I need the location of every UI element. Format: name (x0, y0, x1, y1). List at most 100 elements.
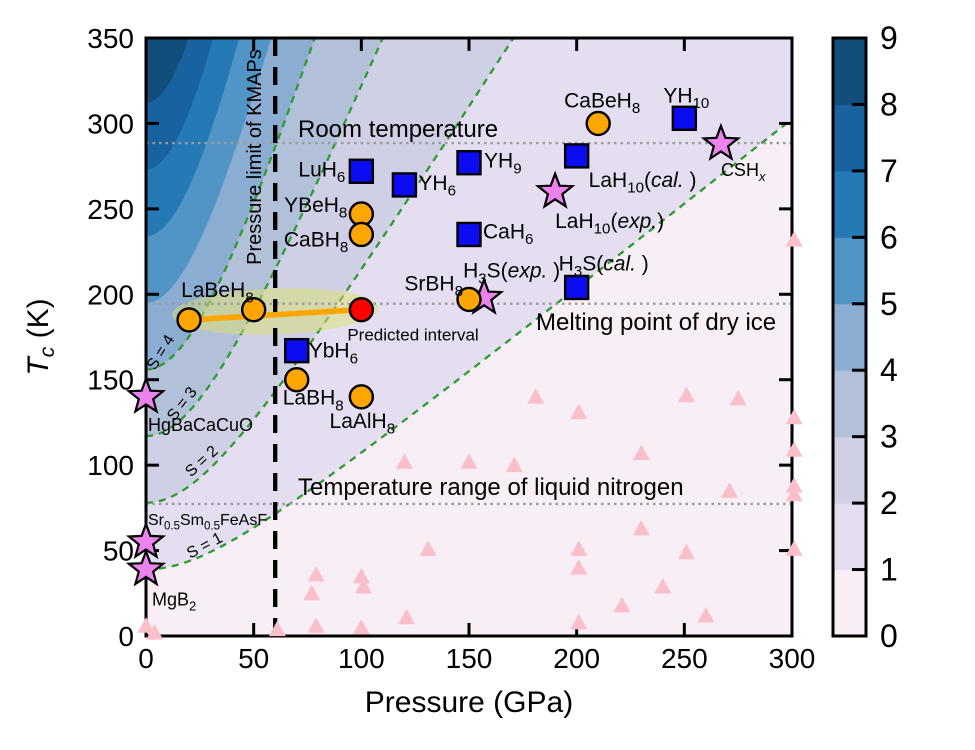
marker-triangle-1 (146, 624, 164, 640)
y-tick-label-0: 0 (118, 621, 134, 652)
contour-line-S3 (146, 38, 385, 438)
marker-triangle-8 (352, 618, 370, 635)
colorbar: 0 1 2 3 4 5 6 7 8 9 (831, 20, 898, 654)
marker-LaAlH8 (348, 384, 375, 410)
x-axis-label: Pressure (GPa) (365, 686, 573, 719)
label-LuH6: LuH6 (298, 158, 345, 186)
marker-triangle-15 (505, 456, 523, 473)
label-SrBH8: SrBH8 (404, 272, 463, 300)
marker-triangle-25 (785, 540, 803, 556)
data-markers (125, 105, 803, 640)
hline-label-0: Room temperature (298, 116, 498, 143)
marker-H3S-cal (563, 274, 590, 301)
colorbar-band-0 (833, 569, 866, 637)
marker-triangle-31 (613, 596, 631, 613)
marker-triangle-19 (721, 482, 739, 498)
marker-YH10 (671, 105, 698, 132)
reference-lines: Room temperature Melting point of dry ice… (146, 38, 792, 633)
colorbar-tick-label-4: 4 (880, 352, 898, 388)
y-tick-label-300: 300 (87, 108, 134, 139)
marker-LuH6 (348, 158, 375, 184)
label-LaBeH8: LaBeH8 (181, 279, 254, 307)
label-CaBH8: CaBH8 (284, 228, 348, 256)
colorbar-tick-label-5: 5 (880, 286, 898, 322)
marker-HgBaCaCuO (125, 375, 167, 414)
colorbar-border (831, 36, 868, 638)
marker-triangle-29 (677, 543, 695, 560)
label-H3S-cal: H3S(cal. ) (559, 252, 649, 280)
x-tick-label-0: 0 (138, 643, 154, 674)
marker-triangle-32 (697, 606, 715, 623)
marker-triangle-22 (785, 441, 803, 457)
marker-triangle-30 (654, 577, 672, 594)
hline-label-1: Melting point of dry ice (536, 309, 776, 336)
marker-triangle-16 (632, 444, 650, 461)
colorbar-tick-label-6: 6 (880, 219, 898, 255)
label-LaAlH8: LaAlH8 (330, 410, 396, 438)
marker-triangle-27 (570, 540, 588, 556)
x-tick-label-150: 150 (446, 643, 493, 674)
label-YH9: YH9 (484, 150, 522, 178)
marker-triangle-14 (570, 403, 588, 420)
marker-CaBH8 (348, 221, 375, 248)
marker-triangle-23 (785, 477, 803, 493)
marker-LaBH8 (284, 367, 310, 393)
colorbar-tick-label-9: 9 (880, 20, 898, 56)
marker-triangle-4 (307, 565, 325, 582)
label-YBeH8: YBeH8 (284, 194, 347, 222)
x-tick-label-100: 100 (338, 643, 385, 674)
marker-SrBH8 (456, 286, 482, 313)
y-tick-label-200: 200 (87, 279, 134, 310)
colorbar-band-8 (833, 38, 866, 105)
y-tick-label-50: 50 (103, 536, 134, 567)
marker-triangle-12 (398, 608, 416, 625)
x-tick-label-50: 50 (238, 643, 269, 674)
x-tick-label-200: 200 (553, 643, 600, 674)
colorbar-tick-label-7: 7 (880, 153, 898, 189)
marker-YH9 (456, 150, 482, 176)
marker-triangle-2 (268, 620, 286, 637)
colorbar-band-2 (833, 436, 866, 504)
marker-YH6 (391, 172, 418, 198)
marker-predicted-interval (348, 296, 375, 323)
colorbar-band-4 (833, 303, 866, 371)
marker-triangle-6 (352, 567, 370, 584)
y-axis-label: Tc (K) (22, 298, 59, 375)
marker-CaBeH8 (585, 110, 611, 137)
vline-label-0: Pressure limit of KMAPs (244, 49, 266, 265)
label-CSHx: CSHx (721, 160, 766, 184)
marker-triangle-26 (632, 519, 650, 536)
colorbar-tick-label-1: 1 (880, 552, 898, 588)
colorbar-tick-label-8: 8 (880, 86, 898, 122)
contour-line-S1 (146, 118, 792, 571)
marker-triangle-18 (729, 390, 747, 406)
colorbar-band-3 (833, 370, 866, 438)
marker-YbH6 (284, 337, 310, 364)
label-YH10: YH10 (663, 84, 709, 112)
marker-MgB2 (125, 548, 167, 587)
hline-label-2: Temperature range of liquid nitrogen (298, 474, 684, 501)
label-LaH10-cal: LaH10(cal. ) (589, 169, 697, 197)
marker-CSHx (700, 122, 742, 162)
colorbar-band-6 (833, 170, 866, 238)
x-tick-label-300: 300 (769, 643, 816, 674)
axes: 0 50 100 150 200 250 300 0 50 100 150 200 250 300 350 (87, 23, 815, 674)
marker-LaH10-exp (535, 170, 576, 209)
colorbar-band-5 (833, 237, 866, 305)
contour-band-8 (146, 38, 198, 103)
marker-triangle-10 (460, 453, 478, 469)
marker-CaH6 (456, 221, 482, 248)
marker-triangle-11 (419, 540, 437, 556)
label-LaH10-exp: LaH10(exp.) (555, 210, 664, 238)
marker-triangle-9 (395, 453, 413, 469)
y-tick-label-250: 250 (87, 194, 134, 225)
marker-triangle-20 (785, 231, 803, 247)
label-MgB2: MgB2 (152, 589, 196, 613)
marker-LaBeH8-2 (240, 296, 267, 323)
marker-LaBeH8 (176, 307, 202, 333)
marker-triangle-33 (570, 613, 588, 630)
label-H3S-exp: H3S(exp. ) (463, 260, 560, 288)
